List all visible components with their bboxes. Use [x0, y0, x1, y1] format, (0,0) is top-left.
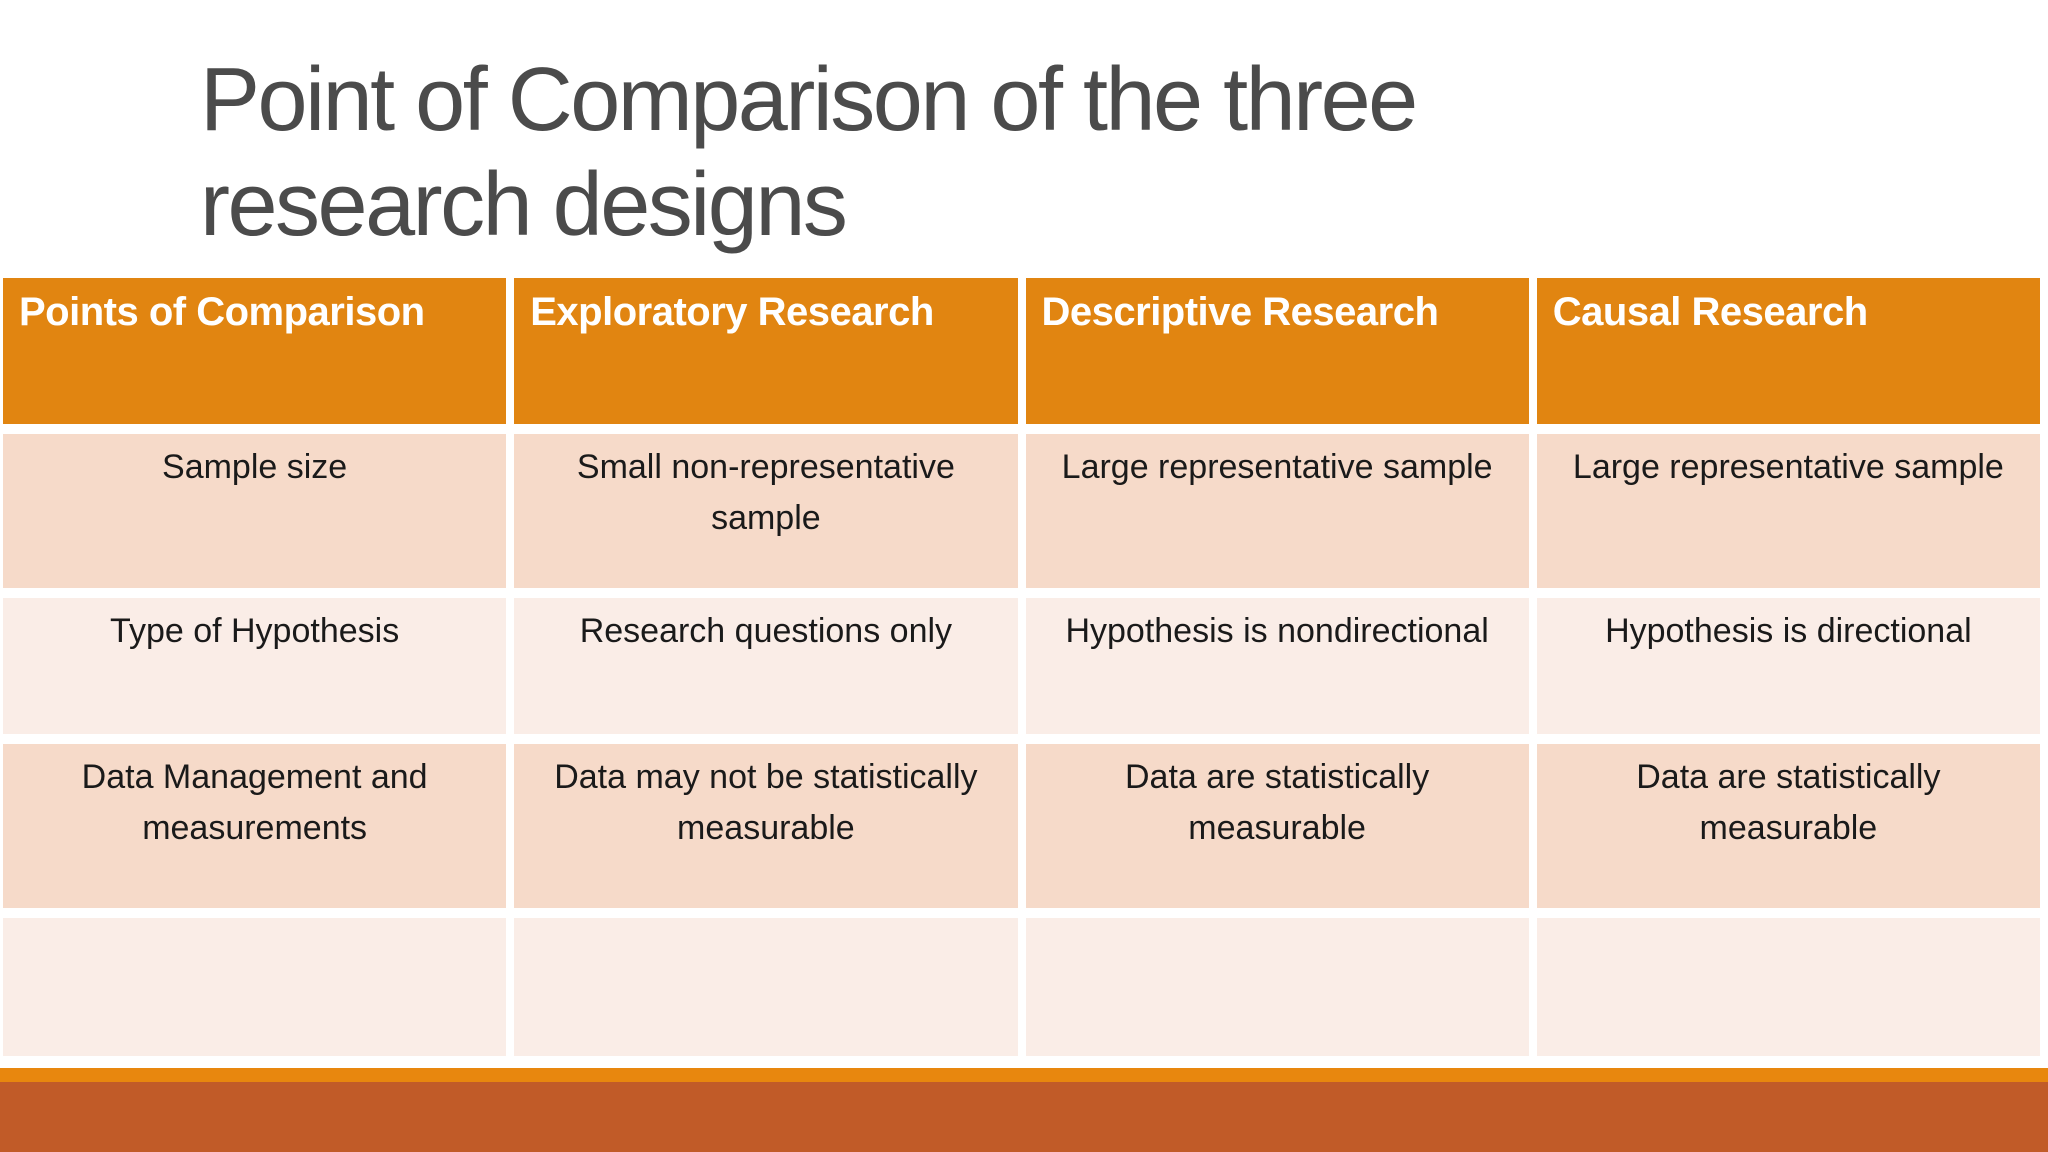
- table-cell: Research questions only: [514, 598, 1018, 734]
- table-cell: Data may not be statistically measurable: [514, 744, 1018, 908]
- comparison-table: Points of Comparison Exploratory Researc…: [3, 278, 2040, 1056]
- header-cell-points-of-comparison: Points of Comparison: [3, 278, 507, 424]
- table-cell: Large representative sample: [1536, 434, 2040, 588]
- table-cell: Hypothesis is nondirectional: [1025, 598, 1529, 734]
- table-cell: Hypothesis is directional: [1536, 598, 2040, 734]
- table-cell: Data are statistically measurable: [1536, 744, 2040, 908]
- table-cell: [1536, 918, 2040, 1056]
- table-cell: [3, 918, 507, 1056]
- header-cell-causal-research: Causal Research: [1536, 278, 2040, 424]
- header-cell-exploratory-research: Exploratory Research: [514, 278, 1018, 424]
- footer-bar: [0, 1082, 2048, 1152]
- table-cell: [1025, 918, 1529, 1056]
- table-cell: Large representative sample: [1025, 434, 1529, 588]
- slide-title-line-1: Point of Comparison of the three: [200, 50, 1418, 150]
- table-cell: [514, 918, 1018, 1056]
- accent-strip: [0, 1068, 2048, 1082]
- header-cell-descriptive-research: Descriptive Research: [1025, 278, 1529, 424]
- table-cell: Data Management and measurements: [3, 744, 507, 908]
- table-cell: Data are statistically measurable: [1025, 744, 1529, 908]
- table-cell: Type of Hypothesis: [3, 598, 507, 734]
- table-cell: Small non-representative sample: [514, 434, 1018, 588]
- table-cell: Sample size: [3, 434, 507, 588]
- slide-title-line-2: research designs: [200, 155, 848, 256]
- slide-title: Point of Comparison of the three research…: [200, 48, 1800, 259]
